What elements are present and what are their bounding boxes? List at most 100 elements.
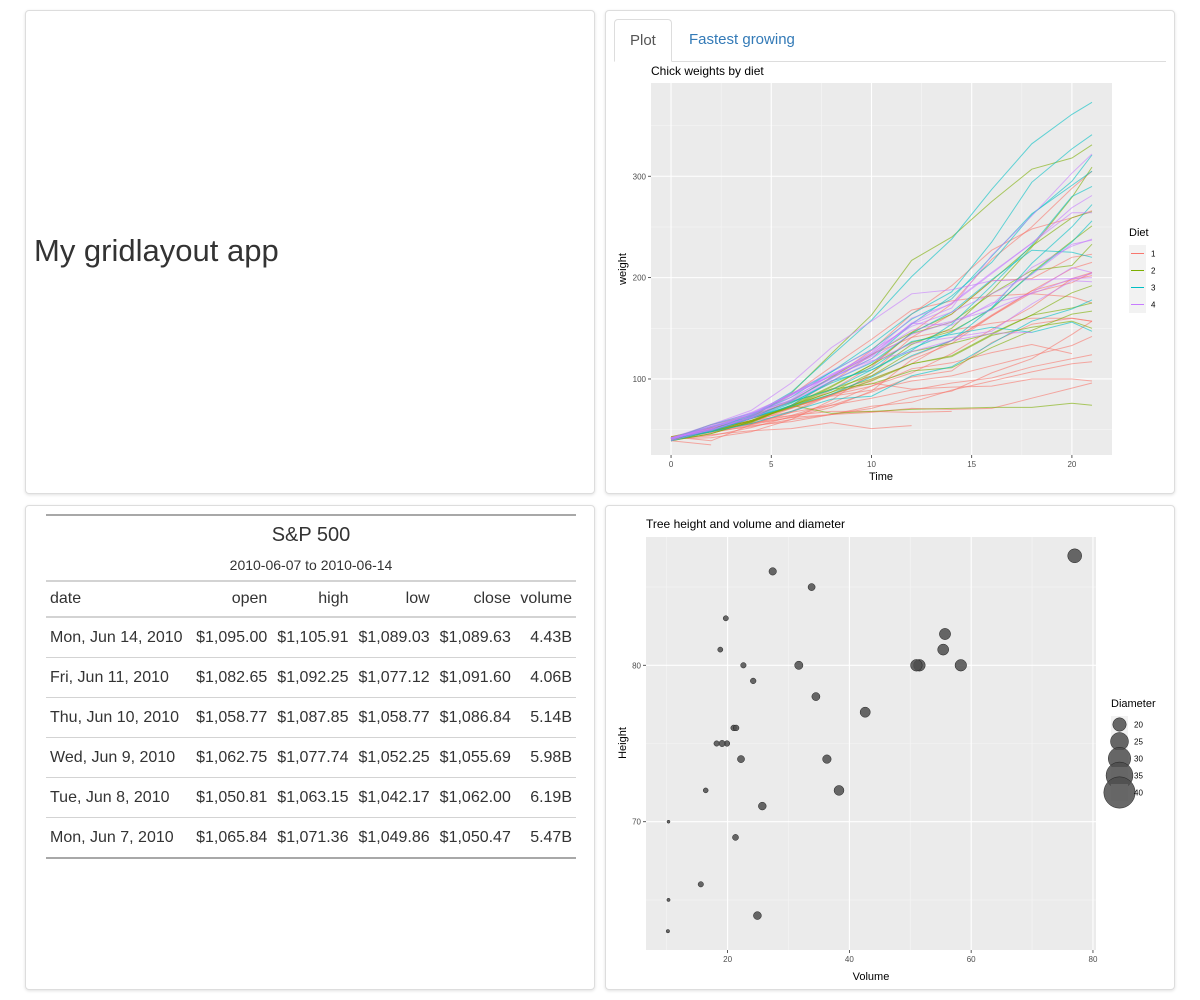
sp500-table: S&P 500 2010-06-07 to 2010-06-14 date op… (46, 514, 576, 859)
scatter-point (732, 834, 739, 841)
table-row: Tue, Jun 8, 2010 $1,050.81 $1,063.15 $1,… (46, 777, 576, 818)
scatter-point (937, 643, 949, 656)
cell-date: Mon, Jun 14, 2010 (46, 617, 191, 658)
points (665, 548, 1082, 934)
x-tick-label: 20 (1067, 460, 1076, 469)
cell-close: $1,089.63 (433, 617, 515, 658)
scatter-point (702, 787, 709, 794)
x-tick-label: 20 (723, 955, 732, 964)
scatter-point (910, 659, 923, 672)
chart-title: Tree height and volume and diameter (646, 517, 845, 531)
cell-volume: 5.14B (514, 697, 576, 738)
cell-close: $1,062.00 (433, 777, 515, 818)
legend-label: 2 (1151, 267, 1156, 276)
series-line-diet-4 (670, 277, 1093, 439)
table-row: Fri, Jun 11, 2010 $1,082.65 $1,092.25 $1… (46, 657, 576, 698)
column-header-volume: volume (514, 582, 576, 618)
legend-swatch (1112, 717, 1127, 732)
legend-label: 3 (1151, 284, 1156, 293)
scatter-point (1067, 548, 1082, 564)
cell-low: $1,042.17 (352, 777, 434, 818)
cell-close: $1,086.84 (433, 697, 515, 738)
scatter-point (954, 659, 967, 672)
column-header-high: high (271, 582, 353, 618)
scatter-point (666, 819, 671, 824)
table-row: Thu, Jun 10, 2010 $1,058.77 $1,087.85 $1… (46, 697, 576, 738)
tab-plot[interactable]: Plot (614, 19, 672, 62)
scatter-point (859, 706, 871, 718)
x-tick-label: 5 (769, 460, 774, 469)
series-line-diet-1 (670, 440, 712, 446)
scatter-point (811, 692, 821, 701)
table-row: Mon, Jun 14, 2010 $1,095.00 $1,105.91 $1… (46, 617, 576, 658)
cell-volume: 5.47B (514, 817, 576, 859)
scatter-point (718, 740, 726, 747)
legend-label: 20 (1134, 721, 1143, 730)
scatter-point (740, 662, 747, 669)
legend-title: Diet (1129, 227, 1149, 239)
x-tick-label: 15 (967, 460, 976, 469)
app-title: My gridlayout app (34, 233, 279, 268)
series-line-diet-1 (670, 361, 1093, 440)
scatter-point (722, 615, 729, 622)
cell-low: $1,077.12 (352, 657, 434, 698)
legend-label: 4 (1151, 301, 1156, 310)
legend: Diameter 20 25 30 35 40 (1103, 698, 1156, 809)
cell-close: $1,050.47 (433, 817, 515, 859)
series-line-diet-4 (670, 239, 1093, 441)
y-tick-label: 70 (632, 818, 641, 827)
y-tick-label: 200 (633, 274, 647, 283)
legend-label: 25 (1134, 738, 1143, 747)
scatter-point (750, 677, 757, 684)
legend-label: 40 (1134, 789, 1143, 798)
tab-bar: Plot Fastest growing (614, 19, 1166, 62)
scatter-point (822, 754, 832, 764)
cell-low: $1,052.25 (352, 737, 434, 778)
series-line-diet-1 (670, 320, 1093, 438)
y-tick-label: 80 (632, 661, 641, 670)
tree-scatter-chart: Tree height and volume and diameter 20 40… (617, 517, 1156, 983)
x-tick-label: 80 (1089, 955, 1098, 964)
chart-title: Chick weights by diet (651, 64, 764, 78)
table-row: Wed, Jun 9, 2010 $1,062.75 $1,077.74 $1,… (46, 737, 576, 778)
series-line-diet-1 (670, 422, 912, 440)
header-card: My gridlayout app (25, 10, 595, 494)
x-tick-label: 40 (845, 955, 854, 964)
legend-label: 1 (1151, 250, 1156, 259)
cell-open: $1,065.84 (190, 817, 272, 859)
column-header-low: low (352, 582, 434, 618)
legend-label: 35 (1134, 772, 1143, 781)
cell-open: $1,062.75 (190, 737, 272, 778)
y-tick-label: 300 (633, 172, 647, 181)
series-line-diet-4 (670, 266, 1093, 440)
table-subtitle: 2010-06-07 to 2010-06-14 (46, 554, 576, 582)
column-header-open: open (190, 582, 272, 618)
cell-open: $1,050.81 (190, 777, 272, 818)
plot-panel (651, 83, 1112, 455)
grid-lines (646, 537, 1096, 950)
cell-close: $1,055.69 (433, 737, 515, 778)
legend-label: 30 (1134, 755, 1143, 764)
tab-fastest-growing[interactable]: Fastest growing (689, 31, 795, 48)
scatter-point (713, 740, 720, 747)
cell-high: $1,071.36 (271, 817, 353, 859)
cell-open: $1,058.77 (190, 697, 272, 738)
scatter-point (833, 785, 845, 796)
scatter-point (768, 567, 777, 576)
legend-swatch (1103, 776, 1136, 809)
header-row: date open high low close volume (46, 582, 576, 618)
cell-high: $1,105.91 (271, 617, 353, 658)
scatter-point (697, 881, 704, 888)
scatter-point (717, 646, 724, 653)
cell-low: $1,089.03 (352, 617, 434, 658)
scatter-point (807, 583, 816, 591)
sp500-table-card: S&P 500 2010-06-07 to 2010-06-14 date op… (25, 505, 595, 990)
x-tick-label: 60 (967, 955, 976, 964)
cell-date: Fri, Jun 11, 2010 (46, 657, 191, 698)
column-header-close: close (433, 582, 515, 618)
scatter-point (939, 628, 951, 640)
series-line-diet-4 (670, 212, 1092, 440)
table-row: Mon, Jun 7, 2010 $1,065.84 $1,071.36 $1,… (46, 817, 576, 859)
cell-low: $1,058.77 (352, 697, 434, 738)
cell-date: Wed, Jun 9, 2010 (46, 737, 191, 778)
